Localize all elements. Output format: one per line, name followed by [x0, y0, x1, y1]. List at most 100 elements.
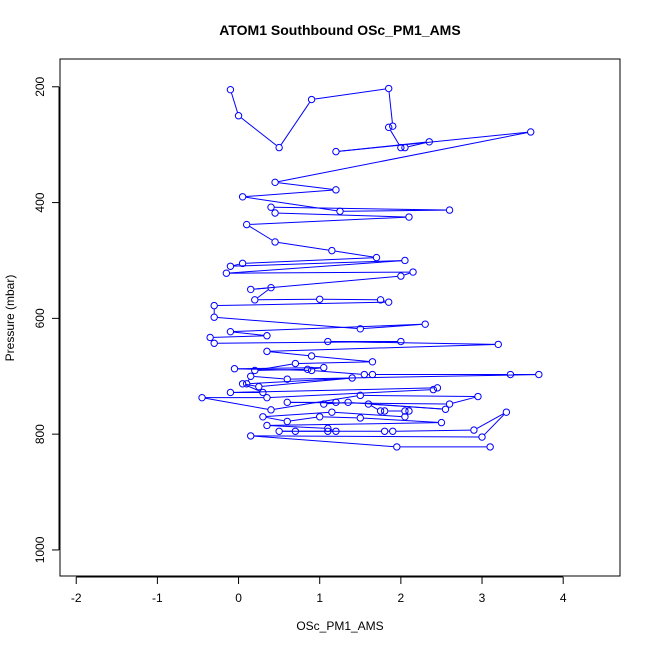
y-tick-label: 600	[33, 308, 47, 328]
data-point	[429, 385, 438, 394]
data-point	[226, 327, 235, 336]
data-point	[259, 413, 267, 421]
series-segment	[246, 189, 333, 198]
series-segment	[274, 206, 447, 211]
data-point	[384, 298, 393, 306]
data-point	[230, 365, 239, 373]
data-point	[226, 388, 235, 397]
axes: -2 -1 0 1 2 3 4 200 400 600 800 1000	[33, 76, 567, 605]
data-point	[474, 392, 482, 401]
x-axis-label: OSc_PM1_AMS	[296, 619, 383, 633]
y-tick-label: 400	[33, 192, 47, 212]
series-segment	[245, 383, 256, 387]
data-point	[303, 365, 312, 374]
x-tick-label: 3	[479, 591, 486, 605]
series-segment	[250, 216, 406, 225]
data-point	[320, 363, 328, 372]
data-point	[263, 421, 271, 430]
data-point	[437, 418, 446, 427]
data-point	[259, 388, 267, 397]
series-segment	[371, 403, 443, 410]
data-point	[247, 372, 255, 380]
data-point	[275, 427, 283, 435]
x-tick-label: 4	[560, 591, 567, 605]
data-point	[372, 253, 381, 262]
data-point	[332, 427, 340, 435]
series-segment	[266, 416, 284, 422]
data-point	[486, 443, 494, 451]
series-segment	[245, 384, 260, 392]
series-segment	[315, 355, 370, 362]
data-point	[320, 400, 328, 408]
data-point	[401, 407, 409, 415]
series-segment	[452, 396, 475, 404]
data-point	[535, 370, 543, 379]
data-point	[242, 220, 251, 229]
series-segment	[323, 416, 357, 419]
data-point	[405, 407, 413, 415]
data-point	[425, 138, 433, 146]
y-tick-label: 800	[33, 424, 47, 444]
data-point	[263, 332, 271, 340]
series-segment	[270, 344, 495, 352]
data-point	[421, 320, 429, 328]
x-tick-label: -2	[71, 591, 82, 605]
series-segment	[335, 250, 374, 258]
data-point	[332, 147, 340, 156]
data-point	[397, 272, 405, 280]
data-point	[307, 352, 316, 360]
data-point	[328, 408, 336, 416]
data-point	[380, 407, 389, 415]
data-point	[267, 203, 275, 211]
series-segment	[258, 298, 317, 301]
series-segment	[233, 263, 240, 266]
y-tick-label: 1000	[33, 536, 47, 563]
series-segment	[233, 387, 434, 393]
series-segment	[233, 331, 264, 336]
chart-title: ATOM1 Southbound OSc_PM1_AMS	[219, 22, 460, 38]
series-segment	[233, 323, 422, 333]
data-point	[527, 128, 535, 136]
series-segment	[343, 209, 447, 212]
data-point	[376, 296, 385, 304]
data-point	[251, 296, 259, 304]
series-segment	[230, 92, 238, 113]
x-tick-label: -1	[152, 591, 163, 605]
y-tick-label: 200	[33, 76, 47, 96]
series-segment	[247, 379, 250, 381]
series-segment	[254, 435, 394, 448]
data-point	[494, 340, 502, 349]
series-segment	[266, 411, 329, 418]
series-segment	[240, 117, 277, 146]
series-segment	[476, 413, 504, 429]
data-point	[263, 393, 271, 402]
data-point	[283, 398, 291, 407]
data-point	[506, 370, 515, 379]
data-points	[198, 84, 543, 451]
series-segment	[396, 429, 471, 432]
data-point	[356, 391, 364, 400]
data-point	[368, 370, 377, 379]
data-point	[401, 256, 409, 265]
data-point	[433, 384, 442, 392]
data-point	[401, 413, 409, 421]
data-point	[226, 85, 235, 94]
data-point	[271, 238, 279, 246]
data-point	[263, 347, 271, 356]
data-point	[307, 95, 316, 104]
series-segment	[388, 91, 393, 123]
data-point	[360, 370, 369, 379]
data-point	[368, 358, 377, 366]
series-segment	[254, 376, 284, 380]
series-segment	[484, 414, 505, 435]
data-point	[247, 285, 255, 294]
data-point	[316, 413, 324, 421]
data-point	[356, 414, 364, 422]
series-segment	[249, 225, 273, 241]
x-tick-label: 2	[398, 591, 405, 605]
data-point	[332, 186, 340, 194]
data-point	[324, 427, 332, 435]
x-tick-label: 1	[316, 591, 323, 605]
data-point	[376, 407, 385, 415]
series-segment	[278, 212, 406, 218]
